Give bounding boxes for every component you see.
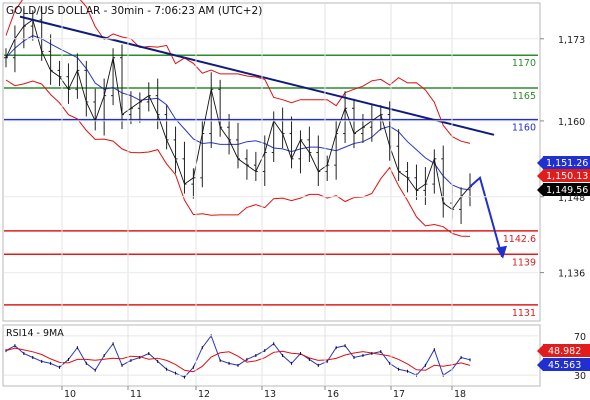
rsi-y-tick-label: 70 bbox=[574, 332, 586, 343]
chart-title: GOLD/US DOLLAR - 30min - 7:06:23 AM (UTC… bbox=[6, 5, 262, 17]
level-label: 1139 bbox=[512, 257, 536, 268]
price-badge bbox=[543, 183, 590, 196]
lower-band bbox=[5, 79, 471, 237]
y-tick-label: 1,173 bbox=[558, 35, 585, 46]
rsi-title: RSI14 - 9MA bbox=[6, 328, 64, 339]
price-badge-pointer bbox=[537, 170, 543, 182]
price-line bbox=[5, 19, 471, 211]
price-badge-label: 1,150.13 bbox=[546, 171, 588, 182]
y-tick-label: 1,136 bbox=[558, 269, 585, 280]
rsi-y-tick-label: 30 bbox=[574, 371, 586, 382]
price-badge-pointer bbox=[537, 184, 543, 196]
rsi-badge bbox=[543, 344, 590, 357]
level-label: 1142.6 bbox=[503, 234, 536, 245]
x-tick-label: 10 bbox=[64, 389, 76, 400]
level-label: 1160 bbox=[512, 123, 536, 134]
rsi-ma-line bbox=[5, 347, 471, 373]
level-label: 1170 bbox=[512, 58, 536, 69]
level-label: 1165 bbox=[512, 91, 536, 102]
projection-arrow-line bbox=[469, 175, 503, 258]
rsi-badge bbox=[543, 358, 590, 371]
rsi-panel: 48.982 45.563 bbox=[5, 334, 590, 379]
x-tick-label: 12 bbox=[198, 389, 210, 400]
projection-arrow-head bbox=[496, 245, 507, 259]
x-tick-label: 18 bbox=[454, 389, 466, 400]
rsi-panel-frame bbox=[2, 324, 541, 387]
price-panel: 1170 1165 1160 1142.6 1139 1131 1,151.26 1,150.… bbox=[4, 0, 590, 319]
axes: 10 11 12 13 16 17 18 1,173 1,160 1,148 1,136 70 30 bbox=[4, 4, 586, 400]
price-badge bbox=[543, 156, 590, 169]
x-tick-label: 11 bbox=[130, 389, 142, 400]
price-badge-label: 1,149.56 bbox=[546, 185, 588, 196]
rsi-badge-label: 45.563 bbox=[548, 360, 581, 371]
price-badge-pointer bbox=[537, 157, 543, 169]
price-badge bbox=[543, 169, 590, 182]
rsi-badge-pointer bbox=[537, 345, 543, 357]
price-badge-label: 1,151.26 bbox=[546, 158, 588, 169]
y-tick-label: 1,148 bbox=[558, 193, 585, 204]
y-tick-label: 1,160 bbox=[558, 117, 585, 128]
x-tick-label: 17 bbox=[393, 389, 405, 400]
rsi-badge-pointer bbox=[537, 359, 543, 371]
rsi-badge-label: 48.982 bbox=[548, 346, 581, 357]
x-tick-label: 16 bbox=[327, 389, 339, 400]
trend-line bbox=[19, 15, 495, 136]
x-tick-label: 13 bbox=[264, 389, 276, 400]
upper-band bbox=[5, 0, 471, 144]
level-label: 1131 bbox=[512, 308, 536, 319]
